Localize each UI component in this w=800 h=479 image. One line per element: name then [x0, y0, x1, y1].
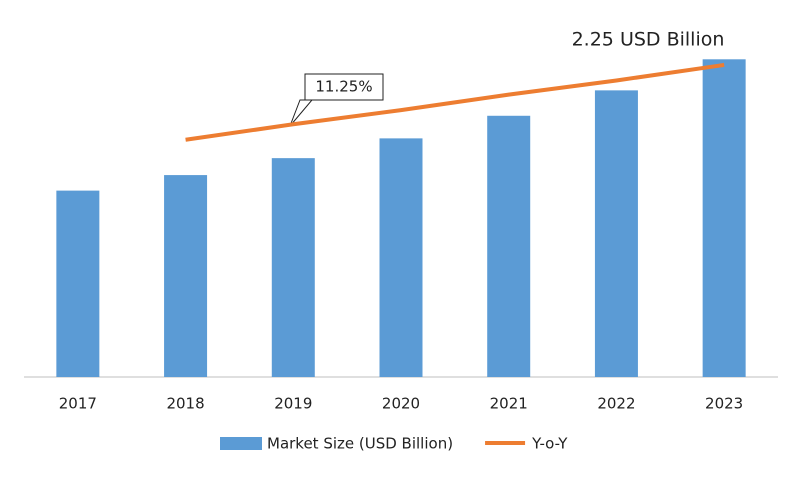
- x-tick-label: 2023: [705, 395, 743, 413]
- x-tick-label: 2019: [274, 395, 312, 413]
- legend-swatch: [220, 437, 262, 450]
- bar: [56, 190, 100, 377]
- x-tick-label: 2022: [597, 395, 635, 413]
- x-tick-label: 2020: [382, 395, 420, 413]
- bar: [271, 158, 315, 377]
- bar: [702, 59, 746, 378]
- callout-box: [289, 73, 384, 127]
- line: [185, 62, 725, 142]
- bar: [164, 175, 208, 377]
- bar: [594, 90, 638, 377]
- legend-label: Market Size (USD Billion): [267, 435, 453, 453]
- x-tick-label: 2017: [59, 395, 97, 413]
- x-tick-label: 2021: [490, 395, 528, 413]
- bar: [487, 115, 531, 377]
- annotation: 11.25%: [315, 78, 372, 96]
- annotation: 2.25 USD Billion: [572, 29, 725, 51]
- bar: [379, 138, 423, 377]
- legend-label: Y-o-Y: [531, 435, 568, 453]
- x-tick-label: 2018: [166, 395, 204, 413]
